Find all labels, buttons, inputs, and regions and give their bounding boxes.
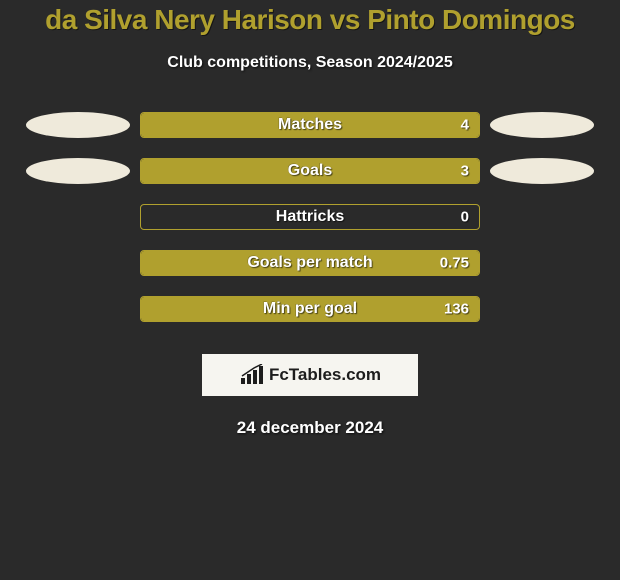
stat-bar: Hattricks 0 — [140, 204, 480, 230]
player-left-marker — [26, 112, 130, 138]
stat-value: 136 — [444, 301, 469, 318]
stat-value: 4 — [461, 117, 469, 134]
page-subtitle: Club competitions, Season 2024/2025 — [0, 54, 620, 72]
stat-value: 0.75 — [440, 255, 469, 272]
spacer — [490, 204, 594, 230]
stat-bar: Min per goal 136 — [140, 296, 480, 322]
stat-label: Matches — [278, 116, 342, 134]
stat-value: 0 — [461, 209, 469, 226]
stats-list: Matches 4 Goals 3 Hattricks 0 Goals per match 0… — [0, 112, 620, 322]
brand-badge: FcTables.com — [202, 354, 418, 396]
player-left-marker — [26, 158, 130, 184]
player-right-marker — [490, 112, 594, 138]
stat-row: Goals 3 — [0, 158, 620, 184]
stat-row: Min per goal 136 — [0, 296, 620, 322]
stat-row: Hattricks 0 — [0, 204, 620, 230]
spacer — [26, 204, 130, 230]
spacer — [26, 296, 130, 322]
comparison-panel: da Silva Nery Harison vs Pinto Domingos … — [0, 0, 620, 438]
stat-bar: Goals per match 0.75 — [140, 250, 480, 276]
stat-row: Goals per match 0.75 — [0, 250, 620, 276]
stat-row: Matches 4 — [0, 112, 620, 138]
spacer — [490, 250, 594, 276]
stat-label: Hattricks — [276, 208, 344, 226]
chart-icon — [239, 364, 265, 386]
stat-label: Goals — [288, 162, 332, 180]
stat-label: Goals per match — [247, 254, 372, 272]
stat-value: 3 — [461, 163, 469, 180]
brand-text: FcTables.com — [269, 365, 381, 385]
page-title: da Silva Nery Harison vs Pinto Domingos — [0, 4, 620, 36]
stat-bar: Goals 3 — [140, 158, 480, 184]
spacer — [26, 250, 130, 276]
stat-label: Min per goal — [263, 300, 357, 318]
stat-bar: Matches 4 — [140, 112, 480, 138]
date-label: 24 december 2024 — [0, 418, 620, 438]
player-right-marker — [490, 158, 594, 184]
spacer — [490, 296, 594, 322]
